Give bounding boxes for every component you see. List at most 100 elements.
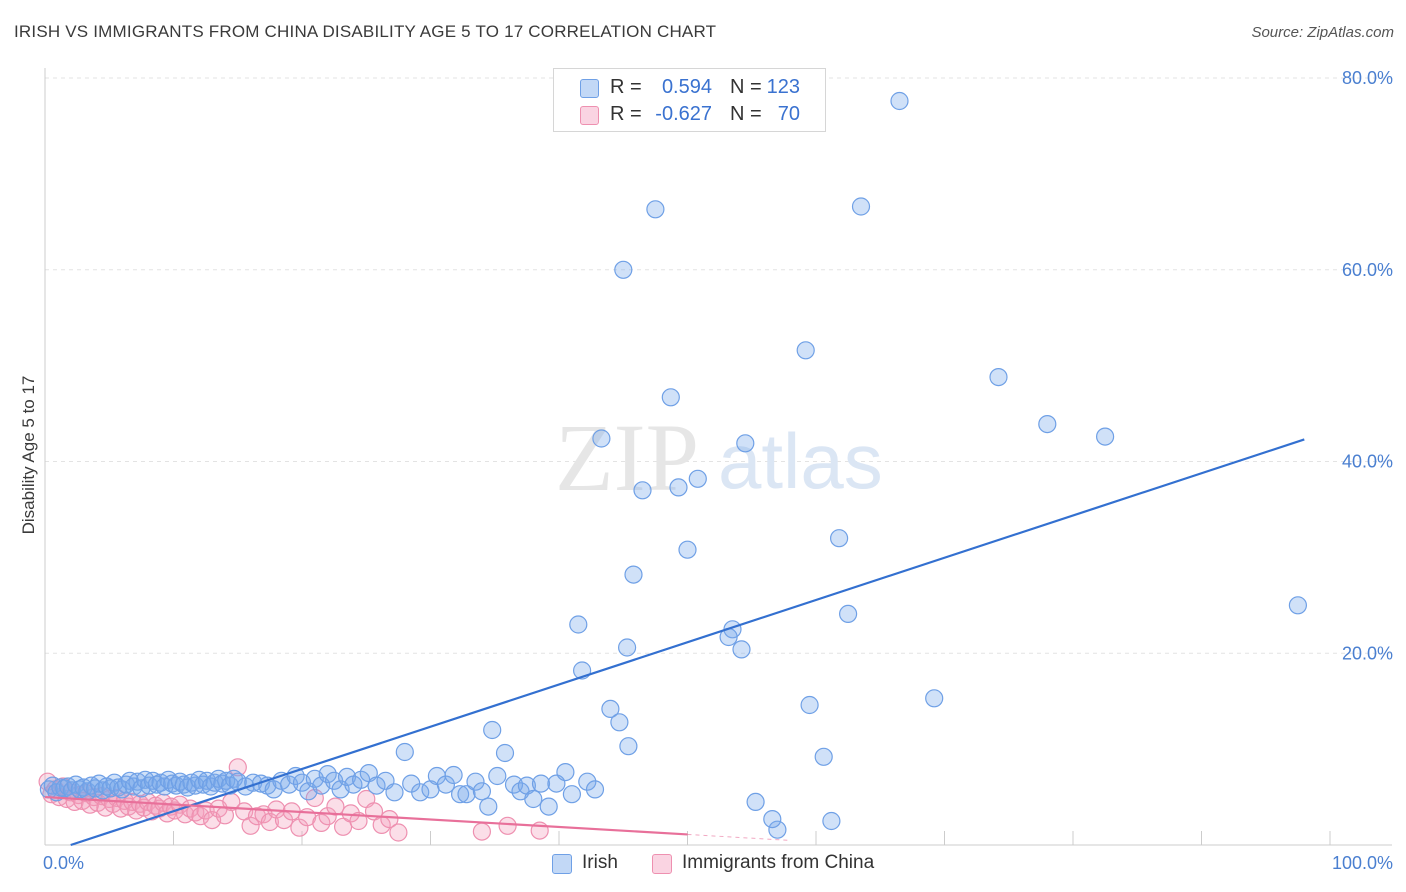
irish-point (524, 789, 543, 809)
irish-point (457, 785, 476, 804)
irish-point (619, 737, 638, 756)
irish-point (746, 792, 765, 812)
irish-point (614, 260, 633, 279)
china-point (472, 822, 491, 841)
irish-point (989, 368, 1008, 387)
irish-point (444, 765, 463, 785)
y-tick-label: 20.0% (1342, 643, 1393, 663)
irish-point (585, 780, 605, 799)
china-swatch (652, 854, 672, 874)
irish-point (646, 200, 665, 219)
china-point (228, 758, 247, 777)
irish-point (829, 529, 849, 548)
y-tick-label: 40.0% (1342, 452, 1393, 472)
irish-point (578, 772, 597, 791)
gridlines (45, 77, 1392, 654)
irish-point (531, 774, 551, 793)
trend-lines (44, 438, 1305, 847)
china-point (191, 807, 210, 826)
irish-point (1038, 415, 1057, 434)
legend-label: Irish (582, 852, 618, 873)
n-label: N = (730, 76, 762, 98)
china-point (498, 816, 517, 835)
irish-point (504, 775, 524, 794)
legend-row-china: R = -0.627 N = 70 (554, 101, 825, 129)
irish-point (569, 615, 588, 634)
y-tick-label: 80.0% (1342, 68, 1393, 88)
n-value: 70 (777, 103, 800, 125)
irish-swatch (580, 79, 599, 98)
china-trend-extension (687, 833, 791, 841)
irish-point (601, 699, 620, 719)
irish-swatch (552, 854, 572, 874)
irish-point (732, 640, 751, 659)
irish-point (1288, 596, 1308, 615)
watermark-atlas: atlas (718, 417, 883, 505)
irish-point (822, 811, 841, 831)
irish-point (395, 742, 414, 762)
irish-point (838, 604, 858, 624)
y-tick-label: 60.0% (1342, 260, 1393, 280)
r-value: 0.594 (661, 76, 712, 98)
irish-point (624, 565, 643, 584)
x-tick-label: 0.0% (43, 853, 84, 873)
x-tick-label: 100.0% (1332, 853, 1393, 873)
irish-point (688, 469, 707, 488)
irish-point (466, 772, 485, 791)
irish-point (800, 695, 819, 715)
correlation-legend: R = 0.594 N = 123 R = -0.627 N = 70 (553, 68, 826, 132)
irish-point (925, 689, 944, 708)
irish-point (385, 783, 404, 802)
irish-point (610, 713, 629, 732)
china-point (318, 807, 337, 826)
irish-point (763, 809, 782, 829)
irish-point (814, 747, 833, 766)
irish-point (436, 775, 455, 794)
r-label: R = (610, 103, 642, 125)
irish-point (890, 91, 909, 111)
watermark-zip: ZIP (555, 404, 699, 511)
irish-point (367, 776, 386, 795)
china-point (222, 792, 241, 812)
tick-labels: 20.0% 40.0% 60.0% 80.0% 0.0% 100.0% (43, 68, 1393, 873)
irish-point (479, 797, 498, 816)
irish-point (669, 478, 688, 497)
r-value: -0.627 (655, 103, 712, 125)
china-point (349, 811, 368, 831)
irish-point (495, 743, 515, 763)
irish-point (633, 481, 652, 500)
china-point (312, 813, 331, 833)
irish-point (768, 820, 787, 839)
r-label: R = (610, 76, 642, 98)
irish-point (556, 762, 575, 782)
irish-point (1095, 427, 1115, 446)
irish-point (451, 785, 470, 804)
series-legend: Irish Immigrants from China (0, 852, 1406, 878)
irish-point (539, 797, 558, 816)
china-point (326, 797, 345, 816)
watermark: ZIP atlas (555, 404, 883, 511)
irish-point (483, 720, 502, 740)
irish-point (562, 785, 582, 804)
chart-title: IRISH VS IMMIGRANTS FROM CHINA DISABILIT… (14, 22, 717, 41)
china-trend-line (44, 795, 688, 836)
irish-point (736, 434, 755, 453)
n-value: 123 (766, 76, 800, 98)
china-point (241, 816, 260, 835)
legend-label: Immigrants from China (682, 852, 875, 873)
series-irish-points (39, 91, 1308, 839)
irish-point (617, 638, 637, 657)
china-swatch (580, 106, 599, 125)
irish-point (592, 429, 611, 448)
irish-point (796, 341, 815, 360)
axes (44, 68, 1392, 846)
y-axis-label: Disability Age 5 to 17 (19, 376, 38, 535)
irish-point (411, 783, 430, 802)
irish-point (488, 766, 507, 786)
irish-point (678, 540, 697, 559)
irish-point (318, 764, 337, 784)
n-label: N = (730, 103, 762, 125)
source-text: Source: ZipAtlas.com (1251, 24, 1394, 41)
china-point (389, 823, 408, 842)
